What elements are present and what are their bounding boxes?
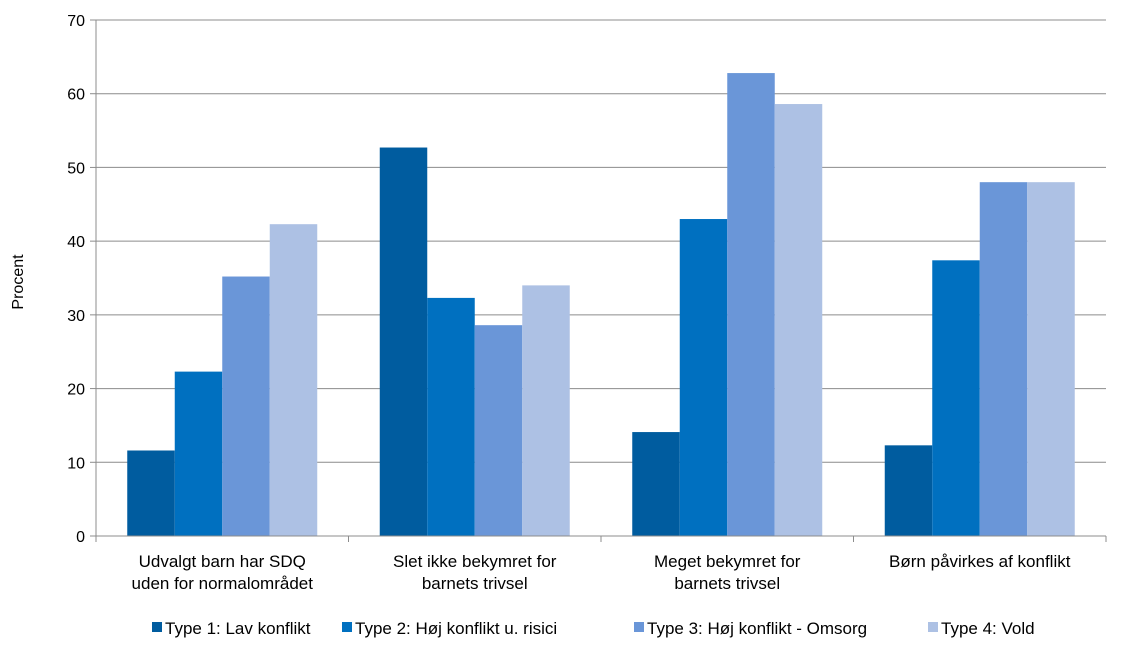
- bar-series-1-category-2: [379, 147, 428, 537]
- x-category-label: Meget bekymret for barnets trivsel: [654, 552, 801, 593]
- y-axis-title: Procent: [10, 254, 27, 310]
- x-category-label: Udvalgt barn har SDQ uden for normalområd…: [132, 552, 314, 593]
- legend: Type 1: Lav konflikt Type 2: Høj konflikt…: [152, 619, 1035, 638]
- legend-swatch: [342, 622, 352, 632]
- legend-label: Type 4: Vold: [941, 619, 1035, 638]
- y-tick-label: 0: [76, 529, 85, 546]
- y-tick-label: 60: [67, 87, 85, 104]
- bar-series-2-category-4: [932, 260, 980, 536]
- bar-series-2-category-3: [679, 219, 728, 536]
- bar-series-3-category-2: [474, 325, 523, 536]
- legend-item: Type 1: Lav konflikt: [152, 619, 311, 638]
- legend-swatch: [152, 622, 162, 632]
- y-tick-label: 10: [67, 455, 85, 472]
- legend-swatch: [634, 622, 644, 632]
- y-tick-label: 30: [67, 308, 85, 325]
- bar-series-4-category-2: [522, 285, 570, 536]
- bar-series-3-category-3: [727, 73, 775, 537]
- x-axis: [95, 20, 1107, 542]
- legend-item: Type 4: Vold: [928, 619, 1035, 638]
- bar-series-3-category-4: [979, 182, 1028, 536]
- x-category-label: Slet ikke bekymret for barnets trivsel: [393, 552, 557, 593]
- y-tick-label: 50: [67, 160, 85, 177]
- y-tick-label: 70: [67, 13, 85, 30]
- x-category-label: Børn påvirkes af konflikt: [889, 552, 1071, 571]
- y-tick-label: 40: [67, 234, 85, 251]
- bar-series-1-category-3: [632, 432, 680, 536]
- bar-series-2-category-1: [174, 371, 223, 536]
- bar-series-4-category-1: [269, 224, 318, 536]
- legend-item: Type 2: Høj konflikt u. risici: [342, 619, 557, 638]
- legend-label: Type 3: Høj konflikt - Omsorg: [647, 619, 867, 638]
- legend-item: Type 3: Høj konflikt - Omsorg: [634, 619, 867, 638]
- bar-series-4-category-3: [774, 104, 823, 536]
- x-axis-labels: Udvalgt barn har SDQ uden for normalområd…: [132, 552, 1071, 593]
- legend-swatch: [928, 622, 938, 632]
- y-axis-ticks: 0 10 20 30 40 50 60 70: [67, 13, 96, 546]
- bar-series-3-category-1: [222, 276, 270, 536]
- bar-series-2-category-2: [427, 297, 475, 536]
- bars: [127, 73, 1075, 537]
- legend-label: Type 2: Høj konflikt u. risici: [355, 619, 557, 638]
- bar-series-1-category-4: [884, 445, 933, 536]
- bar-series-1-category-1: [127, 450, 175, 536]
- y-tick-label: 20: [67, 382, 85, 399]
- bar-series-4-category-4: [1027, 182, 1075, 536]
- legend-label: Type 1: Lav konflikt: [165, 619, 311, 638]
